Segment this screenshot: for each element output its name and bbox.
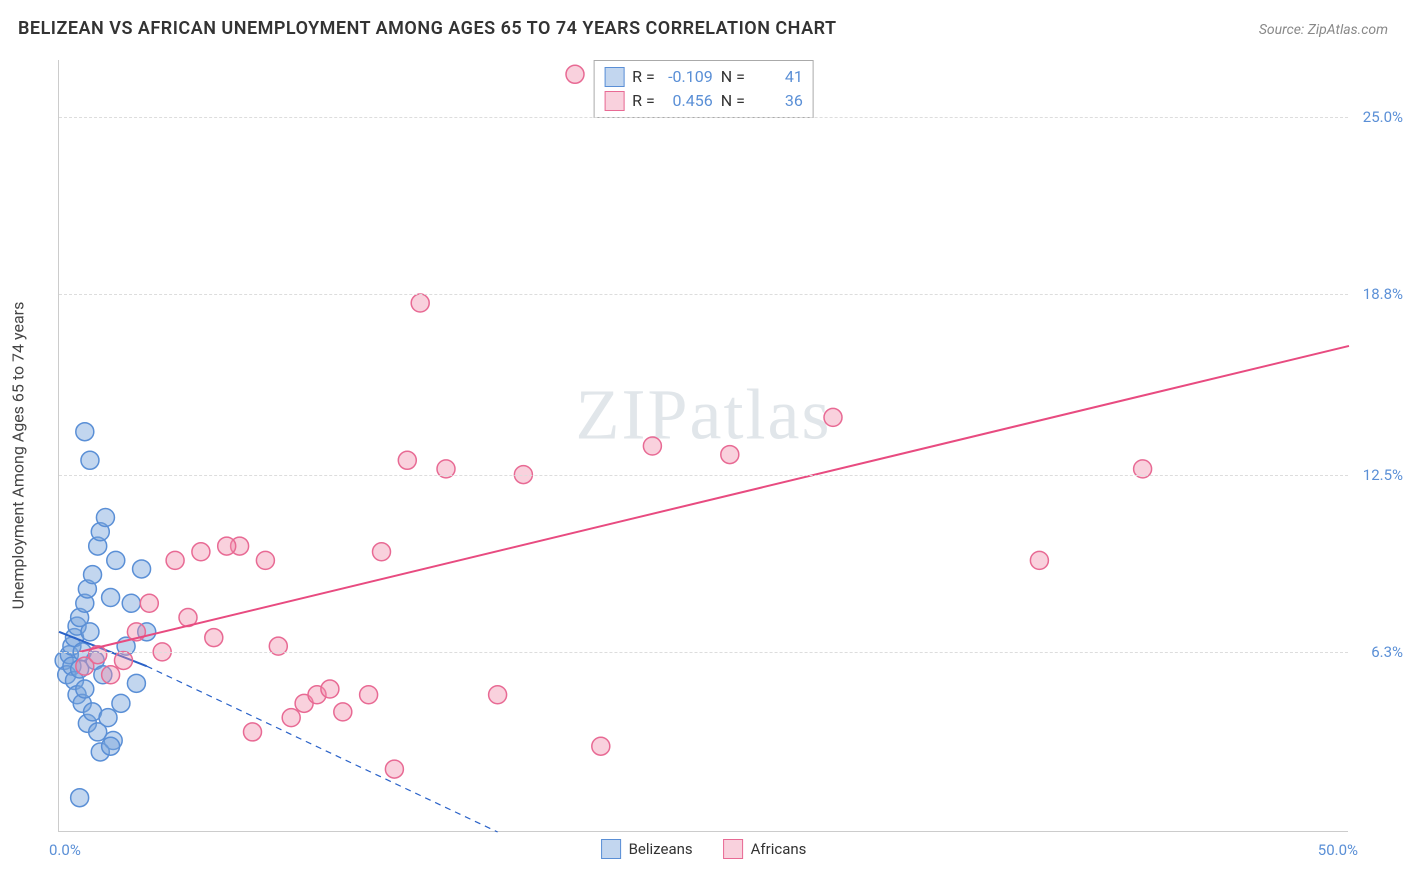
r-label: R =	[632, 89, 655, 113]
data-point-africans	[566, 65, 584, 83]
stats-row-belizeans: R = -0.109 N = 41	[604, 65, 803, 89]
data-point-africans	[824, 408, 842, 426]
data-point-africans	[140, 594, 158, 612]
data-point-africans	[385, 760, 403, 778]
header: BELIZEAN VS AFRICAN UNEMPLOYMENT AMONG A…	[18, 18, 1388, 39]
y-tick-label: 12.5%	[1363, 466, 1403, 484]
data-point-africans	[205, 629, 223, 647]
data-point-belizeans	[133, 560, 151, 578]
data-point-belizeans	[76, 680, 94, 698]
r-value-belizeans: -0.109	[663, 65, 713, 89]
data-point-belizeans	[96, 508, 114, 526]
data-point-africans	[592, 737, 610, 755]
r-value-africans: 0.456	[663, 89, 713, 113]
n-label: N =	[721, 89, 745, 113]
y-tick-label: 25.0%	[1363, 108, 1403, 126]
data-point-africans	[373, 543, 391, 561]
swatch-belizeans	[604, 67, 624, 87]
swatch-africans	[604, 91, 624, 111]
data-point-belizeans	[99, 709, 117, 727]
data-point-africans	[256, 551, 274, 569]
data-point-africans	[192, 543, 210, 561]
y-axis-label: Unemployment Among Ages 65 to 74 years	[9, 302, 28, 610]
chart-plot-area: ZIPatlas R = -0.109 N = 41 R = 0.456 N =…	[58, 60, 1348, 832]
n-label: N =	[721, 65, 745, 89]
n-value-belizeans: 41	[753, 65, 803, 89]
y-tick-label: 6.3%	[1371, 643, 1403, 661]
n-value-africans: 36	[753, 89, 803, 113]
data-point-africans	[398, 451, 416, 469]
r-label: R =	[632, 65, 655, 89]
legend-label-africans: Africans	[751, 840, 807, 858]
gridline	[59, 652, 1348, 653]
data-point-africans	[166, 551, 184, 569]
data-point-belizeans	[107, 551, 125, 569]
data-point-africans	[360, 686, 378, 704]
data-point-africans	[643, 437, 661, 455]
data-point-africans	[321, 680, 339, 698]
data-point-africans	[244, 723, 262, 741]
series-legend: Belizeans Africans	[601, 839, 807, 859]
data-point-belizeans	[127, 674, 145, 692]
legend-item-africans: Africans	[723, 839, 807, 859]
legend-swatch-belizeans	[601, 839, 621, 859]
gridline	[59, 294, 1348, 295]
data-point-belizeans	[81, 623, 99, 641]
trend-line-africans	[80, 346, 1349, 652]
data-point-belizeans	[81, 451, 99, 469]
data-point-belizeans	[76, 423, 94, 441]
data-point-africans	[282, 709, 300, 727]
data-point-belizeans	[102, 589, 120, 607]
stats-row-africans: R = 0.456 N = 36	[604, 89, 803, 113]
chart-title: BELIZEAN VS AFRICAN UNEMPLOYMENT AMONG A…	[18, 18, 837, 39]
data-point-belizeans	[122, 594, 140, 612]
gridline	[59, 475, 1348, 476]
legend-item-belizeans: Belizeans	[601, 839, 693, 859]
stats-legend: R = -0.109 N = 41 R = 0.456 N = 36	[593, 60, 814, 118]
data-point-africans	[334, 703, 352, 721]
data-point-africans	[115, 651, 133, 669]
legend-swatch-africans	[723, 839, 743, 859]
data-point-africans	[1030, 551, 1048, 569]
x-tick-max: 50.0%	[1318, 841, 1358, 859]
data-point-belizeans	[84, 566, 102, 584]
data-point-belizeans	[102, 737, 120, 755]
data-point-africans	[218, 537, 236, 555]
x-tick-min: 0.0%	[49, 841, 81, 859]
legend-label-belizeans: Belizeans	[629, 840, 693, 858]
data-point-africans	[411, 294, 429, 312]
data-point-africans	[102, 666, 120, 684]
scatter-svg	[59, 60, 1348, 831]
gridline	[59, 117, 1348, 118]
data-point-belizeans	[112, 694, 130, 712]
data-point-africans	[721, 446, 739, 464]
source-label: Source: ZipAtlas.com	[1259, 22, 1388, 38]
data-point-belizeans	[71, 789, 89, 807]
y-tick-label: 18.8%	[1363, 285, 1403, 303]
data-point-africans	[489, 686, 507, 704]
